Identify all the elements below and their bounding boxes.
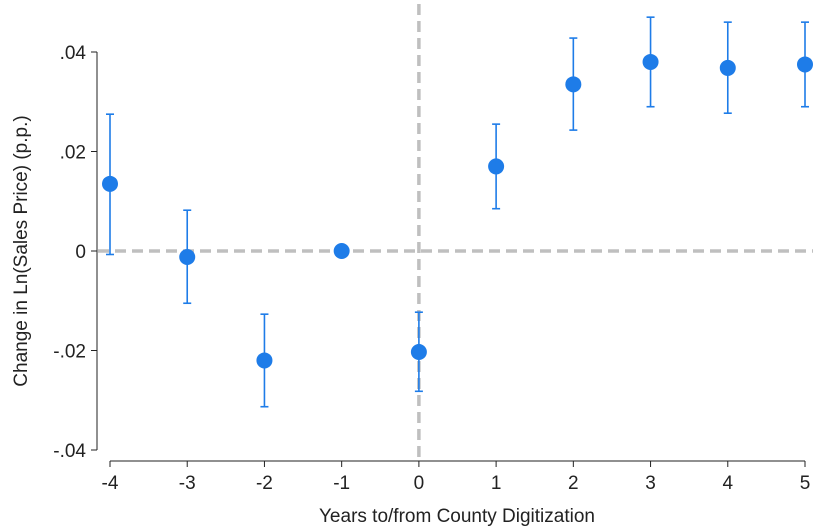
x-tick-label: 1 <box>491 473 502 494</box>
y-tick-label: .04 <box>60 43 87 64</box>
x-tick-label: 5 <box>800 473 811 494</box>
x-tick-label: -2 <box>256 473 273 494</box>
x-tick-label: -4 <box>102 473 119 494</box>
confidence-intervals <box>106 16 809 408</box>
y-tick-label: -.02 <box>53 342 86 363</box>
x-tick-label: 3 <box>645 473 656 494</box>
x-axis-title: Years to/from County Digitization <box>319 506 595 527</box>
y-tick-label: 0 <box>75 242 86 263</box>
data-point <box>333 243 350 259</box>
data-point <box>488 158 505 175</box>
y-tick-label: .02 <box>60 143 86 164</box>
y-axis-title: Change in Ln(Sales Price) (p.p.) <box>11 115 32 386</box>
y-tick-label: -.04 <box>53 441 86 462</box>
data-point <box>797 56 813 73</box>
reference-lines <box>98 4 813 460</box>
axes: -.04 -.02 0 .02 .04 -4 -3 -2 -1 0 1 2 3 4 5 <box>53 43 810 494</box>
data-point <box>256 352 273 369</box>
x-tick-label: 2 <box>568 473 579 494</box>
x-tick-label: -3 <box>179 473 196 494</box>
data-point <box>565 76 582 93</box>
data-point <box>179 248 196 265</box>
point-estimates <box>102 53 813 369</box>
x-tick-label: 4 <box>722 473 733 494</box>
data-point <box>719 59 736 76</box>
data-point <box>410 343 427 360</box>
data-point <box>642 53 659 70</box>
x-tick-label: -1 <box>333 473 350 494</box>
data-point <box>102 175 118 192</box>
x-tick-label: 0 <box>414 473 425 494</box>
